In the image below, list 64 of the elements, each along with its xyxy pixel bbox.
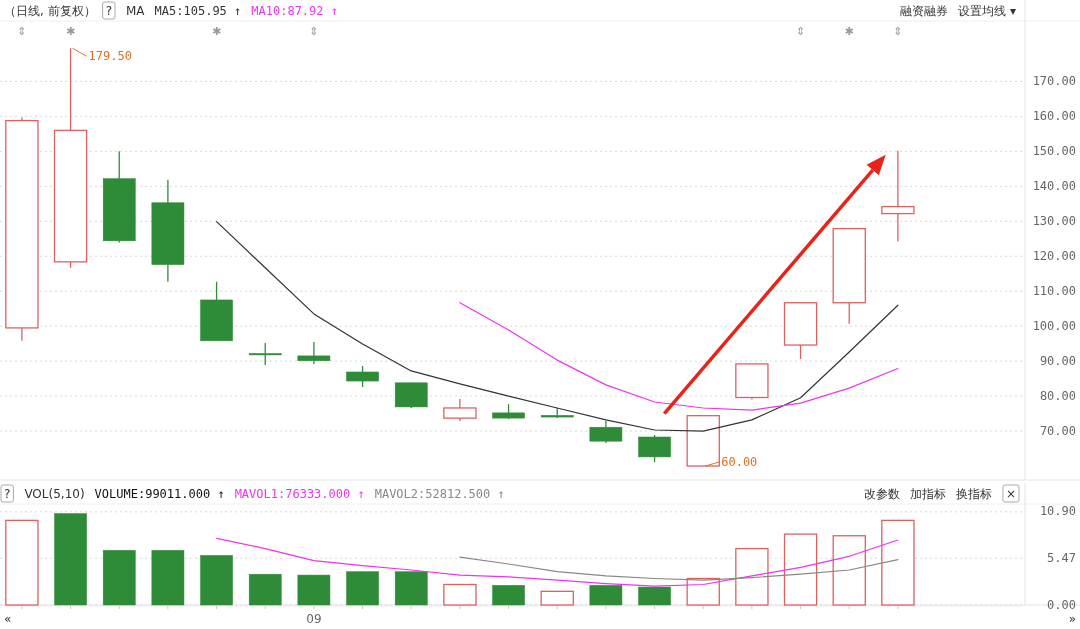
bar [102, 550, 136, 606]
annotation: ⇕ [795, 25, 806, 38]
bar [638, 586, 671, 606]
text: 改参数 [863, 486, 900, 501]
annotation: ✱ [65, 25, 76, 38]
bar [248, 573, 282, 606]
x-tick-label: 09 [306, 611, 322, 626]
annotation: ⇕ [893, 25, 903, 38]
annotation: 60.00 [721, 454, 758, 469]
text: MA5:105.95 ↑ [154, 3, 242, 18]
y-tick-label: 150.00 [1032, 143, 1076, 158]
chart-title: VOL(5,10) [24, 486, 85, 501]
chart-title: （日线, 前复权） [4, 3, 96, 18]
line-series [459, 302, 899, 411]
text: MAVOL1:76333.000 ↑ [234, 486, 365, 501]
bar [832, 535, 866, 606]
bar [394, 571, 428, 606]
text: 换指标 [955, 486, 992, 501]
y-tick-label: 70.00 [1039, 423, 1076, 438]
text: ? [105, 3, 113, 18]
y-tick-label: 100.00 [1032, 318, 1076, 333]
y-tick-label: 110.00 [1032, 283, 1076, 298]
y-tick-label: 120.00 [1032, 248, 1076, 263]
y-tick-label: 10.90 [1039, 504, 1076, 519]
bar [881, 519, 915, 606]
line-series [459, 556, 899, 581]
bar [200, 555, 233, 606]
bar [346, 571, 379, 606]
bar [783, 533, 818, 606]
bar [492, 585, 525, 606]
text: × [1005, 486, 1016, 501]
annotation: ✱ [844, 25, 854, 38]
text: 设置均线 ▾ [958, 3, 1016, 18]
annotation: ⇕ [17, 25, 27, 38]
y-tick-label: 90.00 [1039, 353, 1076, 368]
text: » [1068, 611, 1076, 626]
bar [735, 547, 769, 606]
text: MA [126, 3, 146, 18]
y-tick-label: 140.00 [1032, 178, 1076, 193]
bar [151, 550, 185, 606]
line-series [216, 537, 899, 587]
text: 加指标 [909, 486, 946, 501]
bar [5, 519, 39, 606]
annotation: 179.50 [88, 48, 132, 63]
y-tick-label: 5.47 [1047, 550, 1076, 565]
text: MAVOL2:52812.500 ↑ [374, 486, 505, 501]
y-tick-label: 80.00 [1039, 388, 1076, 403]
series-label: VOLUME:99011.000 ↑ [94, 486, 225, 501]
line-series [216, 221, 899, 432]
text: « [4, 611, 12, 626]
y-tick-label: 160.00 [1032, 108, 1076, 123]
bar [589, 585, 623, 606]
text: MA10:87.92 ↑ [251, 3, 338, 18]
bar [443, 583, 477, 606]
y-tick-label: 130.00 [1032, 213, 1076, 228]
bar [54, 513, 87, 606]
bar [297, 574, 331, 606]
text: ? [4, 486, 11, 501]
annotation: ⇕ [309, 25, 319, 38]
text: 融资融券 [900, 3, 949, 18]
annotation: ✱ [211, 25, 222, 38]
y-tick-label: 0.00 [1047, 597, 1076, 612]
bar [540, 590, 574, 606]
y-tick-label: 170.00 [1032, 73, 1076, 88]
